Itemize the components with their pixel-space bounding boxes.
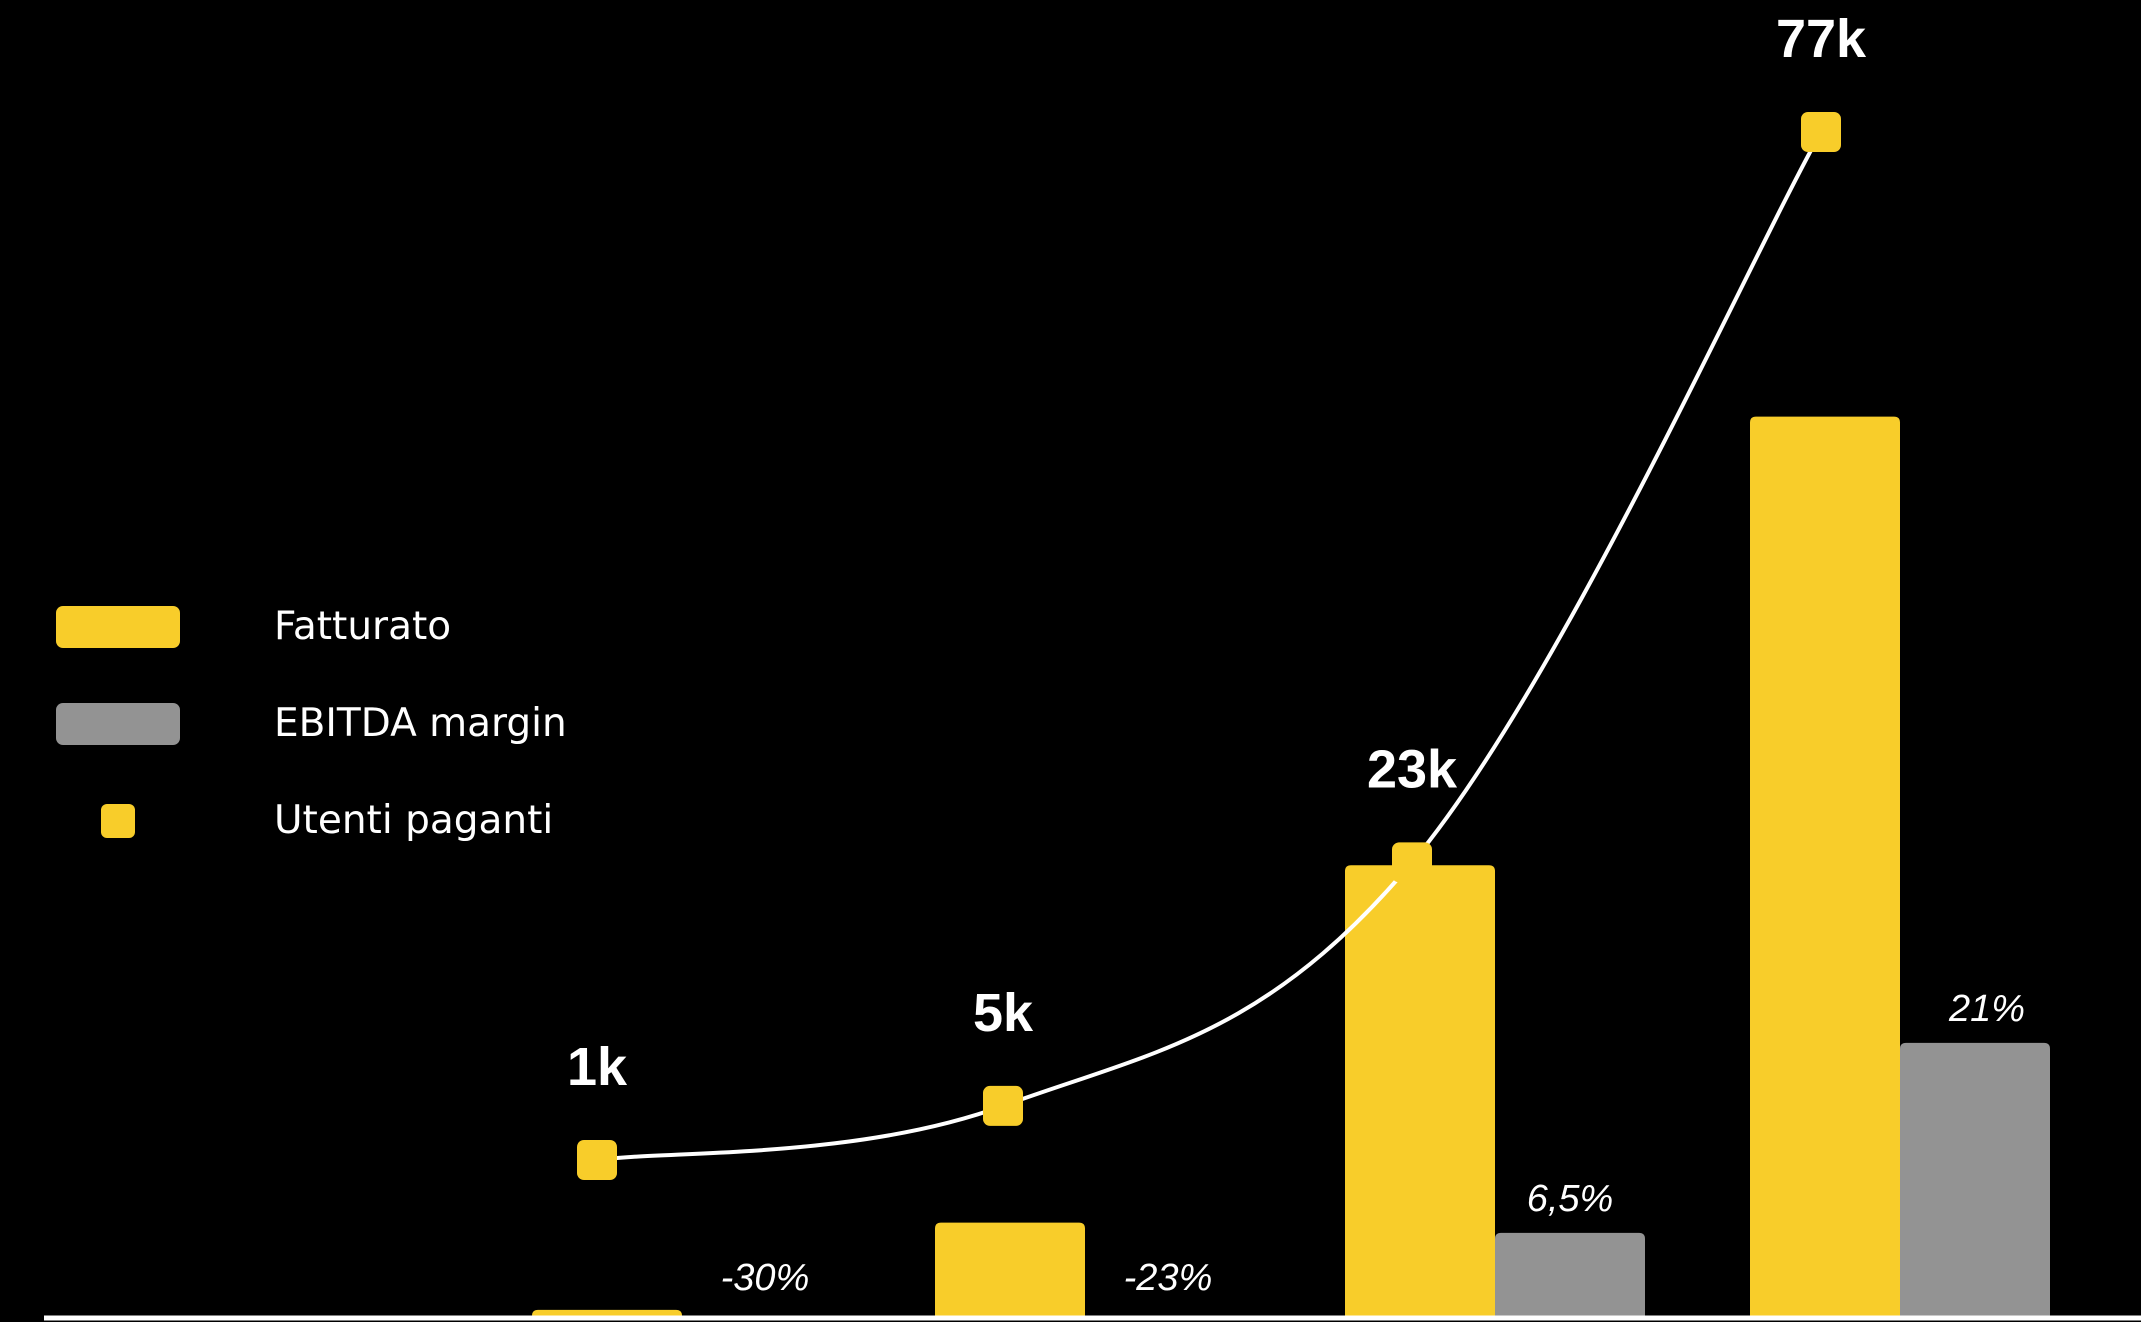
utenti-paganti-line — [596, 131, 1823, 1162]
legend-label-fatturato: Fatturato — [274, 604, 452, 649]
legend-swatch-ebitda-margin — [56, 702, 180, 745]
label-ebitda-margin-1: -23% — [1124, 1257, 1213, 1299]
legend-swatch-fatturato — [56, 605, 180, 648]
label-utenti-paganti-2: 23k — [1367, 739, 1458, 799]
marker-utenti-paganti-1 — [983, 1085, 1023, 1126]
markers-layer — [577, 112, 1841, 1180]
marker-utenti-paganti-0 — [577, 1140, 617, 1180]
bar-fatturato-3 — [1750, 416, 1900, 1318]
legend-item-ebitda-margin: EBITDA margin — [56, 675, 567, 772]
label-ebitda-margin-2: 6,5% — [1527, 1178, 1614, 1220]
marker-utenti-paganti-3 — [1801, 112, 1841, 152]
label-utenti-paganti-0: 1k — [567, 1037, 628, 1097]
marker-utenti-paganti-2 — [1392, 842, 1432, 883]
labels-layer: -30% -23% 6,5% 21% 1k 5k 23k 77k — [567, 9, 2025, 1299]
legend-swatch-utenti-paganti — [101, 803, 135, 838]
legend-label-ebitda-margin: EBITDA margin — [274, 701, 567, 746]
legend-label-utenti-paganti: Utenti paganti — [274, 798, 554, 843]
legend-item-utenti-paganti: Utenti paganti — [56, 772, 567, 869]
label-ebitda-margin-0: -30% — [721, 1257, 810, 1299]
legend-item-fatturato: Fatturato — [56, 578, 567, 675]
bar-ebitda-margin-3 — [1900, 1042, 2050, 1318]
label-ebitda-margin-3: 21% — [1948, 988, 2025, 1030]
bar-fatturato-1 — [935, 1222, 1085, 1318]
bar-fatturato-2 — [1345, 865, 1495, 1318]
label-utenti-paganti-3: 77k — [1776, 9, 1867, 69]
bar-ebitda-margin-2 — [1495, 1232, 1645, 1318]
legend: Fatturato EBITDA margin Utenti paganti — [56, 578, 567, 869]
bars-layer — [532, 416, 2050, 1318]
label-utenti-paganti-1: 5k — [973, 983, 1034, 1043]
